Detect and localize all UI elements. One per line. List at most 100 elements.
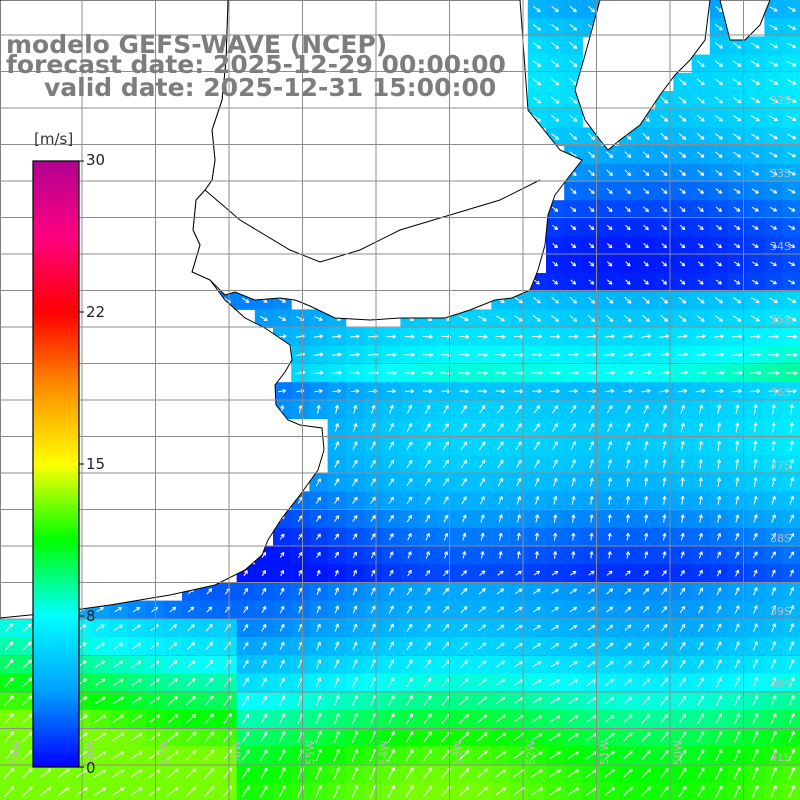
wind-vector-arrow [697, 224, 704, 231]
wind-vector-arrow [568, 352, 579, 357]
wind-vector-arrow [753, 532, 758, 541]
wind-vector-arrow [406, 514, 413, 523]
wind-vector-arrow [279, 641, 285, 651]
wind-vector-arrow [95, 660, 106, 668]
wind-vector-arrow [640, 352, 652, 357]
wind-vector-arrow [715, 279, 722, 285]
wind-vector-arrow [605, 660, 614, 668]
wind-vector-arrow [552, 551, 558, 559]
wind-vector-arrow [260, 315, 268, 321]
wind-vector-arrow [113, 660, 124, 668]
wind-vector-arrow [279, 533, 285, 540]
wind-vector-arrow [698, 459, 703, 469]
wind-vector-arrow [461, 570, 467, 577]
wind-vector-arrow [370, 423, 376, 432]
wind-vector-arrow [494, 370, 507, 376]
colorbar-unit: [m/s] [34, 130, 74, 148]
wind-vector-arrow [280, 569, 285, 577]
wind-vector-arrow [569, 133, 578, 140]
wind-vector-arrow [606, 588, 614, 595]
wind-vector-arrow [460, 459, 468, 469]
wind-vector-arrow [261, 605, 267, 614]
wind-vector-arrow [334, 459, 340, 469]
wind-vector-arrow [407, 551, 412, 559]
wind-vector-arrow [644, 477, 649, 487]
wind-vector-arrow [425, 551, 430, 559]
wind-vector-arrow [642, 151, 650, 158]
wind-vector-arrow [334, 641, 340, 651]
wind-vector-arrow [461, 477, 467, 487]
wind-vector-arrow [588, 261, 595, 267]
wind-vector-arrow [388, 441, 395, 450]
wind-vector-arrow [717, 422, 722, 433]
wind-vector-arrow [661, 224, 668, 231]
wind-vector-arrow [751, 170, 760, 176]
wind-vector-arrow [786, 79, 797, 85]
wind-vector-arrow [750, 334, 761, 339]
wind-vector-arrow [753, 587, 758, 596]
wind-vector-arrow [333, 478, 340, 486]
wind-vector-arrow [713, 334, 725, 339]
longitude-label: 55W [304, 740, 317, 765]
wind-vector-arrow [514, 315, 523, 322]
wind-vector-arrow [569, 60, 578, 68]
wind-vector-arrow [661, 243, 668, 249]
wind-vector-arrow [697, 151, 705, 158]
wind-vector-arrow [458, 352, 470, 358]
wind-vector-arrow [659, 352, 670, 357]
wind-vector-arrow [735, 459, 740, 469]
wind-vector-arrow [753, 458, 758, 469]
wind-vector-arrow [442, 423, 449, 432]
wind-vector-arrow [589, 551, 594, 559]
wind-vector-arrow [479, 570, 486, 576]
longitude-label: 54W [378, 740, 391, 765]
wind-vector-arrow [696, 60, 705, 68]
wind-vector-arrow [625, 570, 631, 576]
wind-vector-arrow [606, 570, 613, 576]
wind-vector-arrow [624, 624, 632, 632]
wind-vector-arrow [515, 423, 522, 432]
wind-vector-arrow [753, 623, 758, 633]
wind-vector-arrow [789, 641, 795, 651]
wind-vector-arrow [570, 188, 577, 194]
wind-vector-arrow [352, 496, 358, 504]
wind-vector-arrow [553, 477, 558, 487]
wind-vector-arrow [606, 606, 614, 613]
wind-vector-arrow [314, 388, 323, 394]
wind-vector-arrow [332, 388, 341, 394]
wind-vector-arrow [551, 206, 559, 212]
wind-vector-arrow [532, 114, 542, 122]
wind-vector-arrow [715, 206, 723, 212]
wind-vector-arrow [768, 60, 779, 67]
wind-vector-arrow [643, 404, 649, 414]
wind-vector-arrow [569, 23, 578, 31]
wind-vector-arrow [352, 623, 358, 632]
wind-vector-arrow [732, 133, 742, 140]
wind-vector-arrow [462, 532, 467, 541]
wind-vector-arrow [789, 587, 795, 596]
wind-vector-arrow [751, 133, 760, 140]
wind-vector-arrow [389, 404, 394, 414]
wind-vector-arrow [588, 279, 595, 285]
longitude-label: 56W [231, 740, 244, 765]
wind-vector-arrow [406, 423, 413, 432]
wind-vector-arrow [642, 606, 650, 613]
wind-vector-arrow [462, 551, 467, 559]
wind-vector-arrow [622, 352, 634, 357]
wind-vector-arrow [698, 477, 703, 487]
wind-vector-arrow [716, 459, 722, 469]
wind-vector-arrow [680, 514, 685, 523]
wind-vector-arrow [349, 352, 360, 357]
wind-vector-arrow [625, 496, 631, 505]
wind-vector-arrow [352, 659, 358, 669]
wind-vector-arrow [606, 224, 613, 231]
wind-vector-arrow [624, 606, 632, 613]
wind-vector-arrow [697, 206, 704, 212]
wind-vector-arrow [551, 5, 559, 13]
wind-vector-arrow [533, 5, 541, 13]
wind-vector-arrow [588, 206, 595, 213]
wind-vector-arrow [352, 533, 358, 541]
wind-vector-arrow [698, 422, 704, 433]
wind-vector-arrow [443, 496, 449, 505]
wind-vector-arrow [625, 404, 631, 414]
